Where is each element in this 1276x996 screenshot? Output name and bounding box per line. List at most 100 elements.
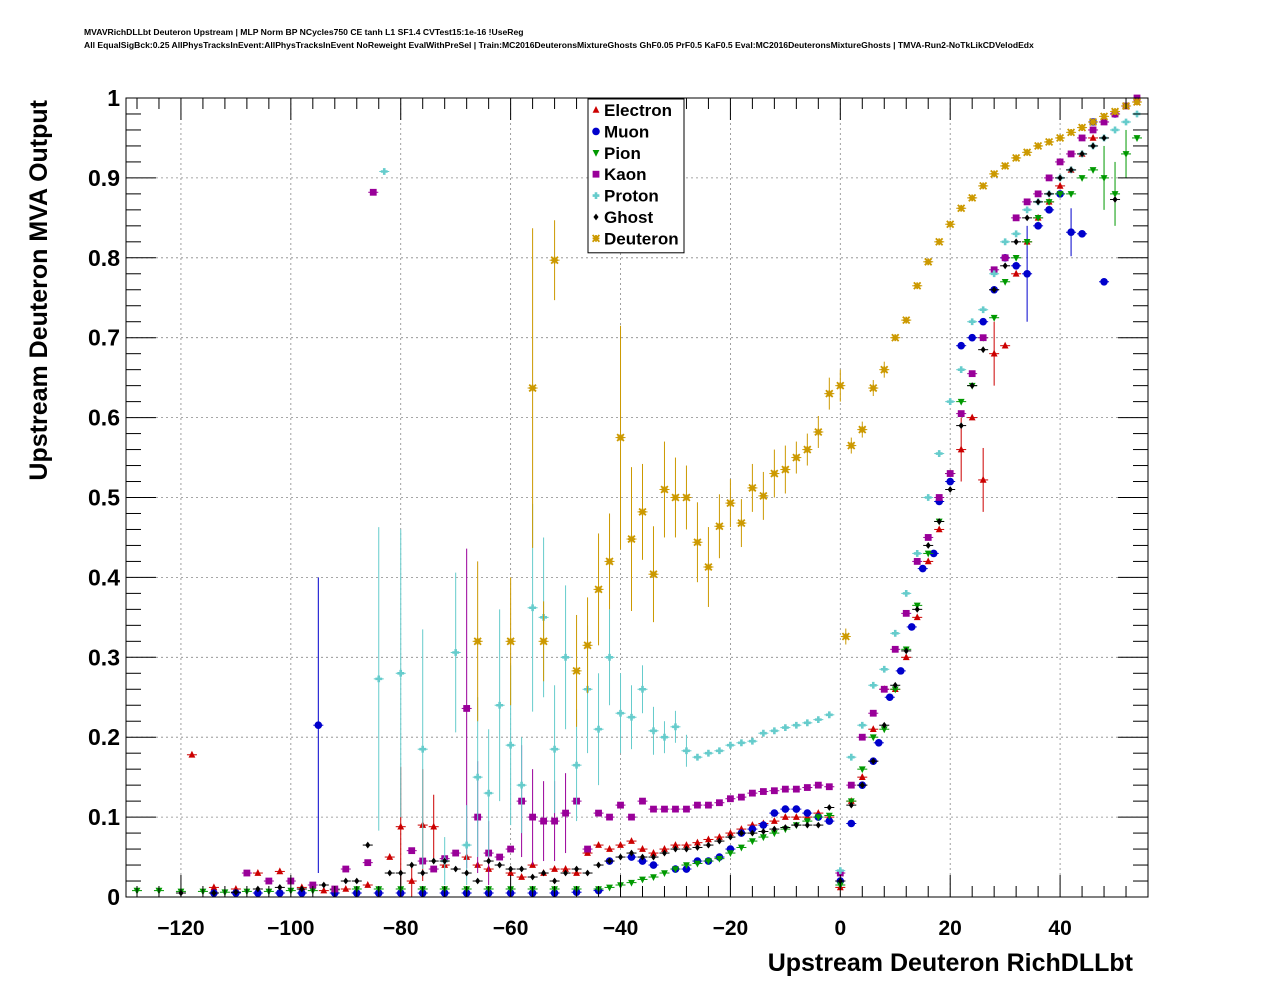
y-tick-label: 0.1: [88, 804, 120, 830]
data-point: [485, 789, 493, 797]
data-point: [430, 865, 438, 873]
data-point: [880, 726, 888, 734]
data-point: [825, 389, 834, 398]
data-point: [716, 833, 723, 840]
data-point: [716, 747, 723, 755]
data-point: [913, 613, 921, 621]
data-point: [683, 845, 690, 853]
data-point: [1078, 230, 1086, 238]
x-tick-label: 0: [834, 917, 846, 940]
data-point: [1100, 175, 1108, 182]
data-point: [782, 824, 788, 831]
data-point: [211, 889, 217, 897]
x-tick-label: −20: [713, 917, 749, 940]
data-point: [1012, 153, 1021, 162]
data-point: [1045, 199, 1053, 206]
data-point: [518, 873, 526, 880]
data-point: [628, 713, 635, 721]
data-point: [486, 857, 492, 865]
data-point: [638, 857, 647, 865]
data-point: [672, 866, 679, 874]
data-point: [936, 518, 942, 525]
x-tick-label: 20: [939, 917, 962, 940]
y-tick-label: 0.3: [88, 644, 120, 670]
y-tick-label: 0.6: [88, 405, 120, 431]
y-tick-label: 0.8: [88, 245, 120, 271]
data-point: [420, 869, 426, 877]
data-point: [628, 813, 635, 821]
data-point: [814, 814, 822, 822]
data-point: [529, 813, 537, 821]
grid-lines: [126, 98, 1148, 897]
data-point: [705, 749, 712, 757]
data-point: [716, 837, 722, 845]
data-point: [770, 817, 778, 824]
data-point: [628, 849, 635, 857]
data-point: [1001, 254, 1009, 262]
data-point: [639, 853, 646, 861]
data-point: [1056, 158, 1064, 166]
data-point: [574, 865, 580, 873]
data-point: [452, 649, 460, 656]
data-point: [430, 822, 438, 830]
legend-label: Deuteron: [604, 229, 679, 248]
data-point: [957, 341, 965, 350]
data-point: [364, 859, 372, 867]
data-point: [453, 865, 459, 873]
data-point: [1023, 269, 1031, 278]
data-point: [929, 549, 938, 558]
legend-marker: [591, 234, 601, 243]
data-point: [969, 382, 975, 390]
data-point: [650, 805, 657, 813]
data-point: [1132, 97, 1142, 107]
data-point: [748, 789, 756, 797]
legend-marker: [592, 192, 600, 200]
data-point: [364, 881, 372, 888]
data-point: [924, 550, 932, 558]
data-point: [1023, 239, 1031, 246]
data-point: [474, 773, 482, 781]
data-point: [1089, 126, 1097, 134]
data-point: [958, 422, 964, 429]
data-point: [1023, 198, 1031, 206]
data-point: [628, 879, 635, 887]
x-tick-label: −40: [603, 917, 639, 940]
data-point: [858, 773, 866, 780]
data-point: [661, 870, 668, 878]
data-point: [726, 499, 735, 508]
data-point: [562, 809, 569, 817]
data-point: [770, 727, 778, 735]
data-point: [1057, 174, 1063, 182]
data-point: [935, 525, 943, 533]
y-tick-label: 0: [107, 884, 120, 910]
data-point: [841, 632, 850, 641]
data-point: [792, 813, 800, 820]
data-point: [1090, 142, 1096, 150]
data-point: [627, 535, 636, 544]
data-point: [254, 869, 262, 876]
legend: Electron Muon Pion Kaon Proton Ghost Deuteron: [587, 98, 685, 254]
data-point: [572, 666, 581, 675]
data-point: [650, 874, 657, 882]
data-point: [671, 493, 680, 502]
data-point: [419, 745, 427, 753]
data-point: [738, 829, 744, 837]
data-point: [617, 853, 624, 861]
x-axis-label: Upstream Deuteron RichDLLbt: [768, 949, 1134, 977]
data-point: [880, 665, 888, 673]
data-point: [902, 609, 910, 617]
data-point: [694, 753, 701, 761]
data-point: [497, 861, 503, 869]
data-point: [825, 711, 833, 719]
data-point: [452, 849, 460, 857]
data-point: [528, 384, 537, 393]
data-point: [1001, 341, 1009, 349]
data-point: [737, 793, 745, 801]
legend-label: Electron: [604, 101, 672, 120]
data-point: [836, 867, 844, 875]
data-point: [990, 349, 998, 357]
data-point: [1078, 123, 1087, 132]
data-point: [1001, 161, 1010, 170]
data-point: [1067, 128, 1076, 137]
data-point: [562, 653, 569, 661]
